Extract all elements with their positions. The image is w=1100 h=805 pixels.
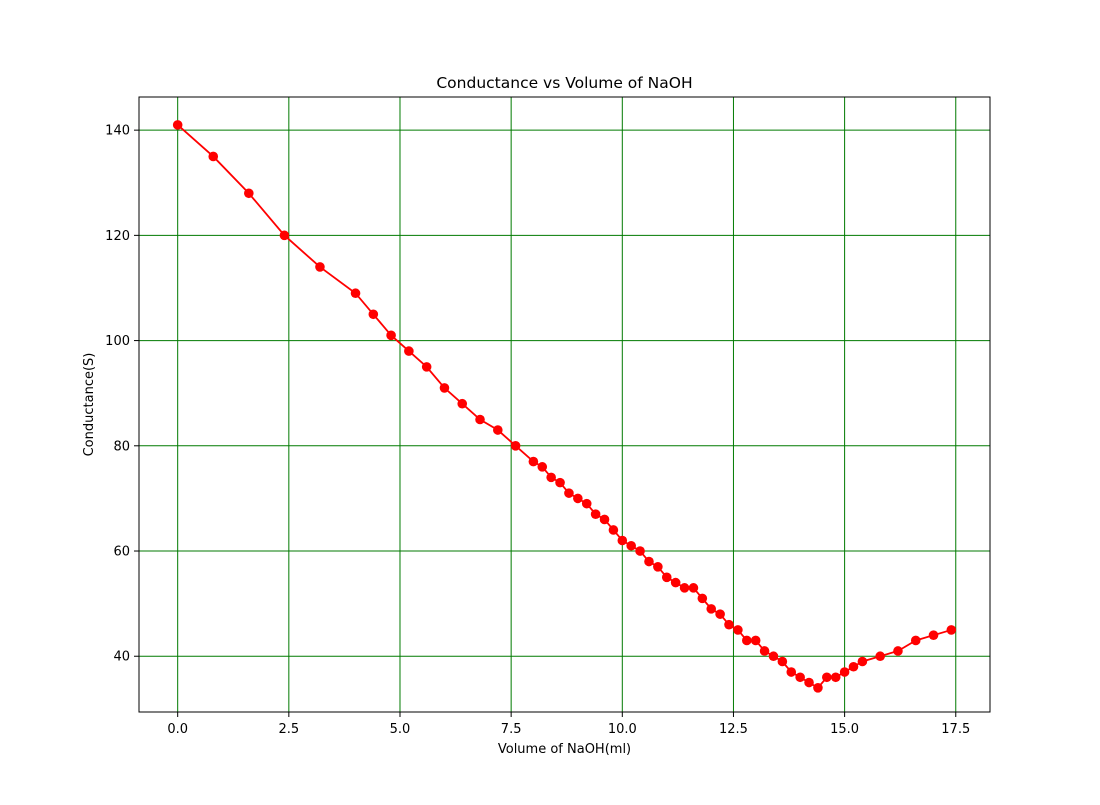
- data-point: [715, 609, 725, 619]
- data-point: [564, 488, 574, 498]
- data-point: [590, 509, 601, 519]
- y-axis-label: Conductance(S): [82, 353, 97, 457]
- data-point: [661, 572, 672, 583]
- y-tick-label: 140: [105, 124, 130, 139]
- data-point: [795, 672, 805, 683]
- series-layer: [172, 120, 957, 693]
- data-point: [946, 625, 957, 635]
- data-point: [706, 604, 717, 614]
- data-point: [910, 635, 921, 646]
- y-tick-label: 100: [105, 334, 130, 349]
- data-point: [688, 583, 699, 593]
- data-point: [608, 525, 619, 535]
- data-point: [421, 362, 432, 372]
- data-point: [368, 309, 379, 320]
- ticks: 0.0 2.5 5.0 7.5 10.0 12.5 15.0 17.5 40 60 80 100 120…: [105, 124, 970, 737]
- data-point: [830, 672, 841, 683]
- x-tick-label: 5.0: [390, 722, 411, 737]
- data-point: [804, 677, 814, 688]
- data-point: [537, 462, 548, 472]
- data-point: [457, 398, 468, 409]
- series-line: [177, 124, 952, 689]
- data-point: [573, 493, 583, 504]
- grid: [139, 97, 990, 712]
- data-point: [599, 514, 610, 525]
- data-point: [208, 151, 219, 162]
- y-tick-label: 60: [113, 545, 130, 560]
- data-point: [493, 425, 503, 435]
- data-point: [848, 661, 859, 672]
- x-axis-label: Volume of NaOH(ml): [498, 742, 631, 757]
- data-point: [644, 556, 654, 567]
- x-tick-label: 17.5: [941, 722, 970, 737]
- data-point: [857, 656, 868, 667]
- x-tick-label: 12.5: [719, 722, 748, 737]
- data-point: [786, 667, 797, 677]
- data-point: [404, 346, 414, 356]
- data-point: [279, 230, 290, 241]
- data-point: [315, 262, 325, 272]
- data-point: [679, 583, 690, 593]
- x-tick-label: 10.0: [608, 722, 637, 737]
- x-tick-label: 7.5: [501, 722, 522, 737]
- data-point: [777, 656, 788, 667]
- data-point: [741, 635, 752, 646]
- data-point: [768, 651, 779, 662]
- data-point: [635, 546, 645, 556]
- data-point: [626, 540, 636, 551]
- data-point: [813, 682, 823, 693]
- data-point: [670, 577, 681, 588]
- y-tick-label: 120: [105, 229, 130, 244]
- data-point: [350, 288, 361, 299]
- data-point: [244, 188, 254, 199]
- data-point: [386, 330, 396, 341]
- data-point: [581, 498, 592, 509]
- data-point: [653, 561, 663, 572]
- plot-frame: [138, 96, 991, 713]
- data-point: [528, 456, 539, 467]
- data-point: [439, 383, 450, 393]
- data-point: [822, 672, 832, 683]
- data-point: [617, 535, 628, 546]
- data-point: [750, 635, 761, 646]
- data-point: [724, 619, 734, 630]
- y-tick-label: 80: [113, 439, 130, 454]
- chart-title: Conductance vs Volume of NaOH: [436, 74, 692, 92]
- x-tick-label: 15.0: [830, 722, 859, 737]
- data-point: [510, 440, 521, 451]
- data-point: [733, 625, 743, 635]
- data-point: [759, 646, 770, 656]
- y-tick-label: 40: [113, 650, 130, 665]
- data-point: [697, 593, 708, 604]
- data-point: [555, 477, 565, 488]
- data-point: [875, 651, 885, 662]
- data-point: [839, 667, 850, 677]
- data-point: [546, 472, 556, 483]
- x-tick-label: 0.0: [167, 722, 188, 737]
- data-point: [172, 120, 183, 130]
- data-point: [928, 630, 939, 640]
- data-point: [475, 414, 485, 425]
- x-tick-label: 2.5: [278, 722, 299, 737]
- data-point: [893, 646, 903, 656]
